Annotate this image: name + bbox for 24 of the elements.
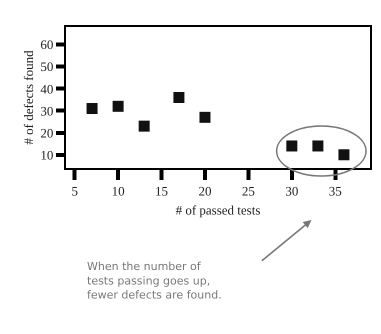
point xyxy=(86,103,98,114)
x-tick-label: 25 xyxy=(242,184,255,199)
y-tick-label: 20 xyxy=(40,125,54,140)
point xyxy=(312,140,324,152)
x-tick-label: 10 xyxy=(112,184,125,199)
point xyxy=(286,140,298,152)
x-tick-label: 30 xyxy=(285,184,298,199)
y-tick-label: 10 xyxy=(40,147,54,162)
y-tick-label: 30 xyxy=(40,103,54,118)
text: When the number of tests passing goes up, fewer defects are found. xyxy=(87,260,222,302)
y-tick-label: 50 xyxy=(40,59,54,74)
point xyxy=(138,120,150,132)
x-tick-label: 5 xyxy=(71,184,78,199)
point xyxy=(199,112,210,123)
x-tick-label: 35 xyxy=(328,184,342,199)
x-tick-label: 20 xyxy=(198,184,212,199)
x-axis-title: # of passed tests xyxy=(176,202,260,218)
x-tick-label: 15 xyxy=(155,184,168,199)
point xyxy=(173,92,184,103)
y-tick-label: 60 xyxy=(40,37,54,52)
point xyxy=(338,149,350,160)
y-tick-label: 40 xyxy=(40,81,54,96)
y-axis-title: # of defects found xyxy=(20,50,36,145)
point xyxy=(112,100,124,112)
